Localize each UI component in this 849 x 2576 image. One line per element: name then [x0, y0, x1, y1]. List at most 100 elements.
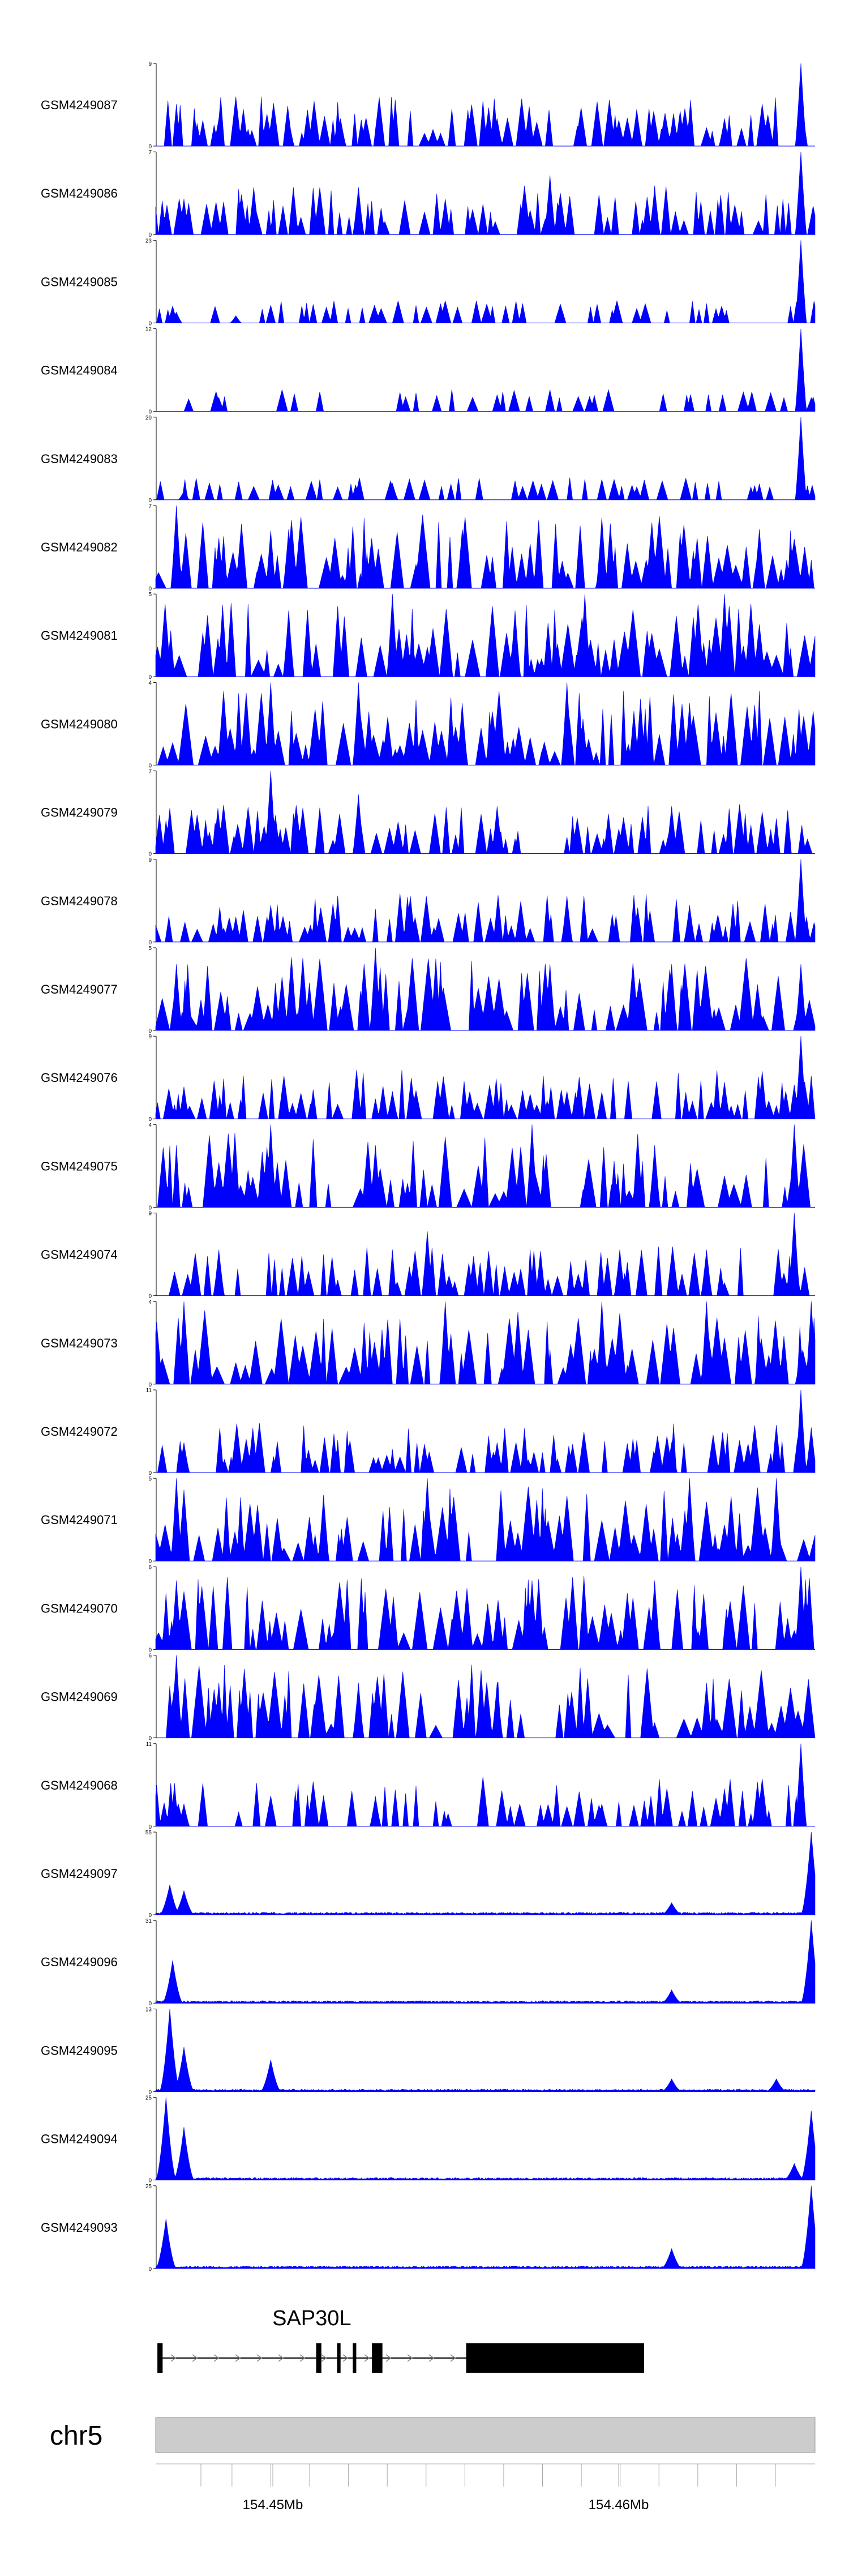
track-GSM4249069: GSM4249069 6 0: [41, 1653, 816, 1742]
coverage-area: [155, 2009, 816, 2092]
track-label: GSM4249074: [41, 1248, 118, 1262]
coverage-area: [156, 1389, 816, 1473]
y-min-label: 0: [148, 1382, 152, 1388]
coverage-area: [155, 594, 816, 677]
gene-exon: [316, 2343, 321, 2373]
y-max-label: 11: [146, 1388, 152, 1394]
track-label: GSM4249087: [41, 98, 118, 112]
gene-exon: [157, 2343, 163, 2373]
strand-arrow: [256, 2354, 263, 2362]
gene-exon: [466, 2343, 644, 2373]
track-label: GSM4249071: [41, 1513, 118, 1527]
coverage-area: [156, 240, 816, 324]
coverage-area: [155, 859, 816, 943]
track-label: GSM4249081: [41, 628, 118, 643]
track-GSM4249080: GSM4249080 4 0: [41, 680, 816, 769]
coverage-area: [155, 2185, 816, 2269]
y-max-label: 9: [148, 1034, 152, 1040]
y-min-label: 0: [148, 1824, 152, 1830]
strand-arrow: [407, 2354, 413, 2362]
coverage-area: [156, 328, 816, 412]
track-GSM4249071: GSM4249071 5 0: [41, 1476, 816, 1565]
axis-tick-label: 154.45Mb: [243, 2497, 303, 2513]
track-GSM4249074: GSM4249074 9 0: [41, 1211, 815, 1300]
y-max-label: 13: [145, 2006, 152, 2013]
y-min-label: 0: [148, 320, 152, 327]
track-label: GSM4249085: [41, 275, 118, 289]
gene-exon: [372, 2343, 383, 2373]
coverage-tracks: GSM424908790GSM424908670GSM4249085230GSM…: [41, 61, 816, 2273]
y-min-label: 0: [148, 1205, 152, 1211]
gene-exon: [337, 2343, 341, 2373]
y-min-label: 0: [148, 2178, 152, 2184]
y-min-label: 0: [148, 409, 152, 416]
y-max-label: 5: [148, 1476, 152, 1482]
track-GSM4249094: GSM4249094 25 0: [41, 2095, 816, 2184]
y-max-label: 9: [148, 61, 152, 67]
track-GSM4249083: GSM4249083 20 0: [41, 415, 816, 504]
coverage-area: [155, 771, 815, 854]
y-min-label: 0: [148, 940, 152, 946]
coverage-area: [155, 1301, 816, 1385]
strand-arrow: [450, 2354, 456, 2362]
y-max-label: 23: [145, 238, 152, 244]
track-GSM4249073: GSM4249073 4 0: [41, 1299, 816, 1388]
gene-annotation-track: SAP30L: [157, 2307, 644, 2373]
track-label: GSM4249086: [41, 186, 118, 200]
y-min-label: 0: [148, 851, 152, 858]
strand-arrow: [213, 2354, 220, 2362]
track-label: GSM4249077: [41, 982, 118, 996]
track-label: GSM4249075: [41, 1159, 118, 1173]
track-GSM4249097: GSM4249097 55 0: [41, 1830, 816, 1919]
strand-arrow: [299, 2354, 306, 2362]
axis-tick-label: 154.46Mb: [589, 2497, 649, 2513]
y-min-label: 0: [148, 2001, 152, 2007]
track-label: GSM4249070: [41, 1601, 118, 1615]
coverage-area: [155, 1832, 816, 1915]
track-label: GSM4249082: [41, 540, 118, 554]
track-GSM4249086: GSM4249086 7 0: [41, 149, 816, 238]
y-min-label: 0: [148, 498, 152, 504]
coverage-area: [156, 417, 816, 500]
track-label: GSM4249097: [41, 1867, 118, 1881]
coverage-area: [156, 1213, 815, 1296]
y-min-label: 0: [148, 144, 152, 150]
y-max-label: 55: [145, 1830, 152, 1836]
y-max-label: 31: [145, 1918, 152, 1924]
track-label: GSM4249083: [41, 452, 118, 466]
track-GSM4249081: GSM4249081 5 0: [41, 592, 816, 681]
y-max-label: 5: [148, 945, 152, 952]
y-max-label: 5: [148, 592, 152, 598]
coverage-area: [155, 2097, 816, 2180]
y-min-label: 0: [148, 1294, 152, 1300]
track-GSM4249087: GSM4249087 9 0: [41, 61, 815, 150]
track-GSM4249085: GSM4249085 23 0: [41, 238, 816, 327]
track-label: GSM4249095: [41, 2043, 118, 2057]
strand-arrow: [235, 2354, 241, 2362]
coverage-area: [155, 947, 816, 1031]
y-min-label: 0: [148, 763, 152, 769]
y-min-label: 0: [148, 586, 152, 592]
y-max-label: 4: [148, 680, 152, 686]
gene-label: SAP30L: [272, 2307, 351, 2330]
strand-arrow: [170, 2354, 177, 2362]
track-GSM4249079: GSM4249079 7 0: [41, 769, 815, 858]
y-min-label: 0: [148, 2266, 152, 2273]
y-min-label: 0: [148, 232, 152, 238]
coverage-area: [156, 682, 816, 765]
y-max-label: 7: [148, 503, 152, 510]
y-max-label: 7: [148, 769, 152, 775]
track-label: GSM4249069: [41, 1690, 118, 1704]
track-GSM4249084: GSM4249084 12 0: [41, 327, 816, 416]
coverage-area: [155, 1478, 816, 1561]
track-GSM4249072: GSM4249072 11 0: [41, 1388, 816, 1477]
strand-arrow: [428, 2354, 435, 2362]
y-max-label: 25: [145, 2095, 152, 2102]
y-min-label: 0: [148, 1912, 152, 1919]
track-GSM4249077: GSM4249077 5 0: [41, 945, 816, 1034]
track-label: GSM4249076: [41, 1071, 118, 1085]
track-label: GSM4249093: [41, 2220, 118, 2235]
track-GSM4249068: GSM4249068 11 0: [41, 1741, 815, 1830]
coverage-area: [155, 1743, 815, 1827]
